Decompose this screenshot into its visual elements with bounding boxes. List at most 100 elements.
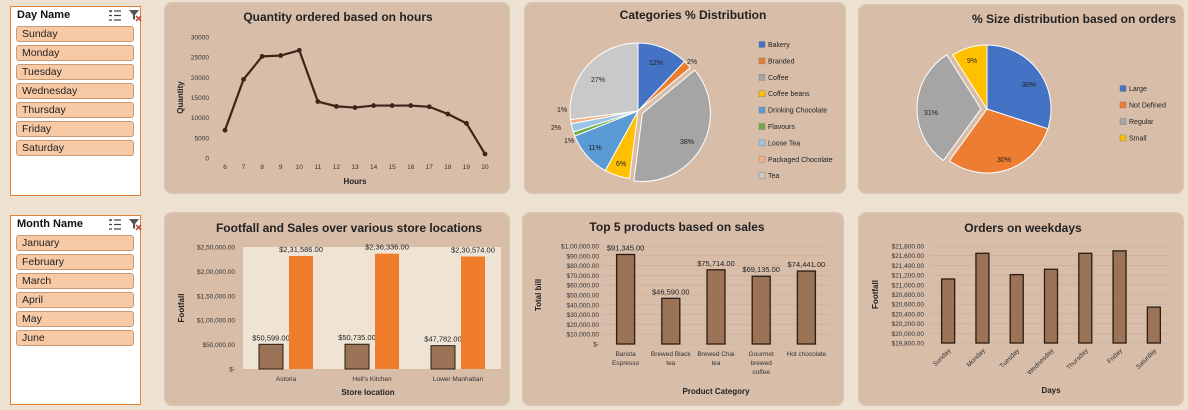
slice-label: 9% [967, 58, 977, 65]
y-tick-label: $80,000.00 [566, 263, 599, 270]
bar [1043, 268, 1059, 344]
y-tick-label: $1,00,000.00 [197, 318, 235, 325]
slicer-item-february[interactable]: February [16, 254, 134, 270]
y-tick-label: $- [593, 342, 599, 349]
x-tick-label: Astoria [276, 376, 297, 383]
legend-swatch [1119, 101, 1127, 109]
clear-filter-icon[interactable] [128, 9, 142, 22]
slicer-header: Month Name [16, 218, 144, 233]
y-tick-label: $20,600.00 [891, 302, 924, 309]
bar [1078, 252, 1093, 344]
x-tick-label: 9 [279, 164, 283, 171]
y-tick-label: 20000 [191, 75, 209, 82]
x-tick-label: 12 [333, 164, 341, 171]
slicer-title: Day Name [17, 9, 71, 21]
x-tick-label: brewed [751, 360, 773, 367]
slice-label: 27% [591, 77, 605, 84]
data-point [389, 103, 395, 108]
slicer-item-wednesday[interactable]: Wednesday [16, 83, 134, 99]
legend-label: Flavours [768, 124, 795, 131]
legend-swatch [758, 172, 766, 179]
slice-label: 6% [616, 161, 626, 168]
x-axis-label: Days [1041, 386, 1061, 395]
multi-select-icon[interactable] [108, 218, 122, 231]
pie-slice [916, 54, 982, 162]
legend-swatch [758, 123, 766, 130]
slicer-item-saturday[interactable]: Saturday [16, 140, 134, 156]
slicer-item-thursday[interactable]: Thursday [16, 102, 134, 118]
slicer-item-tuesday[interactable]: Tuesday [16, 64, 134, 80]
bar [344, 343, 370, 370]
x-tick-label: 18 [444, 164, 452, 171]
y-tick-label: 5000 [195, 135, 210, 142]
bar [975, 252, 990, 344]
bar [751, 275, 771, 345]
x-tick-label: Hot chocolate [787, 351, 827, 358]
slicer-item-may[interactable]: May [16, 311, 134, 327]
y-tick-label: $1,50,000.00 [197, 293, 235, 300]
slicer-item-friday[interactable]: Friday [16, 121, 134, 137]
slice-label: 11% [588, 145, 602, 152]
slicer-item-monday[interactable]: Monday [16, 45, 134, 61]
data-point [334, 103, 339, 109]
x-axis-label: Hours [343, 177, 367, 186]
clear-filter-icon[interactable] [128, 218, 142, 231]
data-point [222, 127, 228, 133]
pie-slice [633, 69, 711, 182]
legend-swatch [1119, 134, 1127, 142]
x-tick-label: Friday [1106, 347, 1124, 365]
y-tick-label: $21,000.00 [891, 282, 924, 289]
bar-chart: Top 5 products based on sales $- $10,000.0… [534, 220, 829, 396]
y-tick-label: $20,000.00 [566, 322, 599, 329]
pie-chart: % Size distribution based on orders 30% 30… [916, 12, 1176, 174]
y-tick-label: 10000 [191, 115, 209, 122]
x-tick-label: Barista [615, 351, 636, 358]
x-tick-label: 16 [407, 164, 415, 171]
x-axis-label: Product Category [682, 387, 750, 396]
pie-slice [637, 60, 692, 112]
data-label: $69,135.00 [742, 265, 780, 274]
slicer-item-march[interactable]: March [16, 273, 134, 289]
y-tick-label: $1,00,000.00 [561, 244, 599, 251]
y-tick-label: $- [229, 367, 235, 374]
slicer-item-june[interactable]: June [16, 330, 134, 346]
x-tick-label: Wednesday [1026, 347, 1056, 377]
slice-label: 12% [649, 60, 663, 67]
multi-select-icon[interactable] [108, 9, 122, 22]
legend-label: Loose Tea [768, 140, 800, 147]
top-products-chart: Top 5 products based on sales $- $10,000.0… [522, 212, 844, 406]
y-tick-label: $21,600.00 [891, 253, 924, 260]
x-tick-label: 11 [314, 164, 321, 171]
legend-label: Small [1129, 136, 1147, 143]
chart-title: Orders on weekdays [964, 221, 1082, 235]
slice-label: 30% [1022, 82, 1036, 89]
y-axis-label: Total bill [534, 279, 543, 311]
pie-chart: Categories % Distribution 12% 2% 38% 6% 11% 1%… [551, 8, 833, 182]
data-label: $2,36,336.00 [365, 243, 409, 252]
x-tick-label: 7 [242, 164, 246, 171]
x-tick-label: Gourmet [749, 351, 774, 358]
chart-title: Quantity ordered based on hours [243, 10, 433, 24]
chart-title: Categories % Distribution [620, 8, 767, 22]
data-point [241, 76, 246, 82]
slicer-item-april[interactable]: April [16, 292, 134, 308]
slicer-item-sunday[interactable]: Sunday [16, 26, 134, 42]
x-tick-label: 6 [223, 164, 227, 171]
y-tick-label: $20,800.00 [891, 292, 924, 299]
bar [430, 345, 456, 370]
bar-chart: Footfall and Sales over various store lo… [177, 221, 501, 397]
x-tick-label: Sunday [932, 347, 953, 368]
legend-swatch [758, 139, 766, 147]
slicer-item-january[interactable]: January [16, 235, 134, 251]
bar [661, 297, 681, 345]
y-tick-label: 25000 [191, 55, 209, 62]
day-name-slicer: Day Name Sunday Monday Tuesday Wednesday Thu… [10, 6, 142, 196]
x-tick-label: Espresso [612, 360, 639, 367]
bar [1009, 273, 1024, 344]
bar [940, 278, 956, 344]
x-tick-label: Brewed Chai [697, 351, 734, 358]
orders-weekdays-chart: Orders on weekdays $19,800.00 $20,000.00 $2… [858, 212, 1184, 406]
data-point [426, 104, 432, 110]
y-tick-label: 15000 [191, 95, 209, 102]
y-tick-label: $60,000.00 [566, 283, 599, 290]
